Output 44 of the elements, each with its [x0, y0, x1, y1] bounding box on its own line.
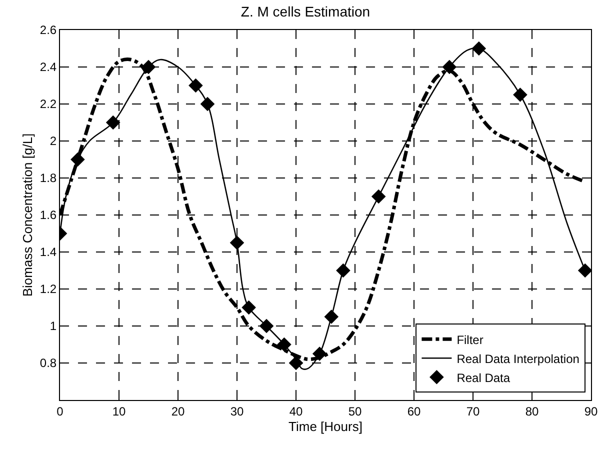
point [578, 263, 591, 278]
y-tick-label: 2.2 [40, 97, 57, 112]
legend-label: Real Data Interpolation [456, 352, 580, 366]
chart-title: Z. M cells Estimation [240, 4, 370, 20]
x-tick-label: 60 [407, 404, 421, 418]
point [242, 300, 256, 315]
x-tick-label: 10 [112, 404, 126, 418]
y-tick-label: 1.8 [40, 171, 57, 186]
x-tick-label: 20 [171, 404, 185, 418]
x-tick-label: 70 [466, 404, 480, 418]
point [336, 263, 350, 278]
legend-label: Real Data [456, 370, 510, 385]
point [324, 310, 339, 324]
point [188, 78, 203, 93]
y-tick-label: 0.8 [40, 356, 57, 370]
y-tick-label: 2 [50, 134, 57, 148]
point [106, 115, 120, 130]
y-tick-label: 1.6 [40, 208, 57, 222]
point [371, 189, 386, 204]
point [70, 152, 85, 167]
point [442, 60, 457, 74]
x-tick-label: 30 [230, 404, 244, 418]
x-tick-label: 50 [348, 404, 362, 418]
point [312, 346, 327, 361]
point [259, 318, 274, 334]
legend-label: Filter [456, 332, 484, 347]
y-tick-label: 1 [50, 319, 57, 334]
x-tick-label: 0 [56, 404, 64, 418]
y-axis-title: Biomass Concentration [g/L] [20, 133, 35, 297]
x-tick-label: 90 [584, 404, 598, 418]
y-tick-label: 2.4 [40, 60, 57, 74]
point [513, 88, 528, 102]
point [141, 60, 156, 74]
x-axis-title: Time [Hours] [288, 419, 362, 434]
point [200, 96, 215, 112]
point [472, 41, 486, 56]
point [230, 236, 244, 250]
x-tick-label: 40 [289, 404, 303, 418]
y-tick-label: 1.2 [40, 282, 57, 296]
point [277, 337, 292, 352]
point [288, 356, 304, 370]
y-tick-label: 2.6 [40, 23, 57, 38]
y-tick-label: 1.4 [40, 245, 57, 260]
x-tick-label: 80 [525, 404, 539, 418]
